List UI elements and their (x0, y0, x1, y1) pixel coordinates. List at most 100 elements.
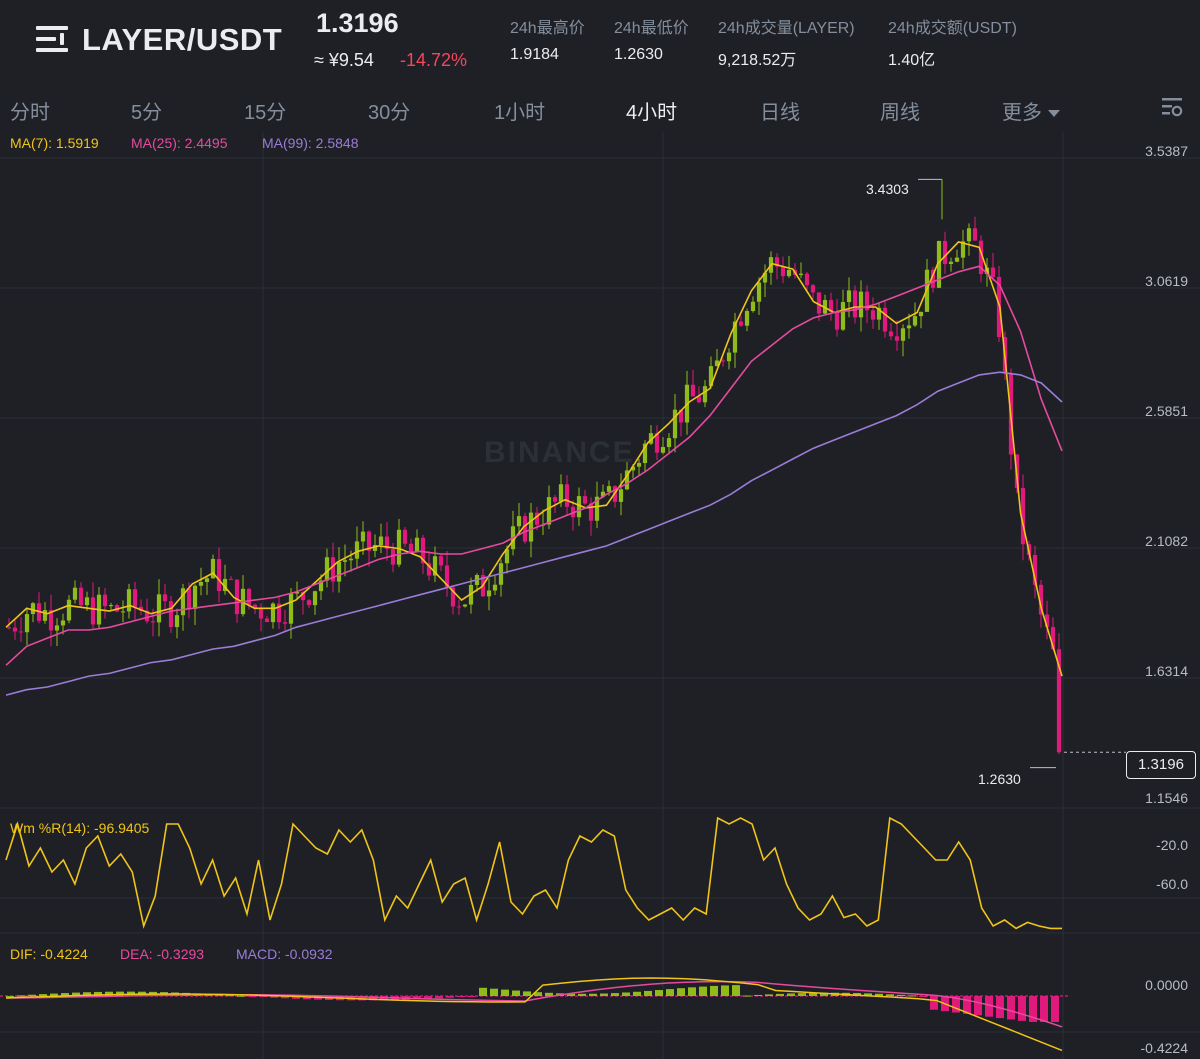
tab-5m[interactable]: 5分 (131, 102, 163, 124)
candle-body (162, 594, 168, 602)
macd-histogram-bar (919, 996, 927, 997)
candle-body (594, 496, 600, 521)
candle-body (282, 622, 288, 624)
candle-body (834, 311, 840, 330)
stat-24h-turnover: 24h成交额(USDT) 1.40亿 (888, 14, 1017, 70)
candle-body (102, 594, 108, 607)
macd-histogram-bar (457, 996, 465, 998)
candle-body (42, 610, 48, 621)
candle-body (402, 529, 408, 544)
candle-body (192, 585, 198, 609)
macd-histogram-bar (930, 996, 938, 1010)
macd-histogram-bar (721, 985, 729, 996)
candle-body (312, 591, 318, 606)
price-axis-label: 3.5387 (1145, 143, 1188, 159)
candle-body (306, 600, 312, 606)
macd-histogram-bar (281, 996, 289, 999)
macd-value-legend: MACD: -0.0932 (236, 946, 333, 962)
wr-legend: Wm %R(14): -96.9405 (10, 820, 150, 836)
chevron-down-icon (1048, 110, 1060, 118)
tab-15m[interactable]: 15分 (244, 102, 287, 124)
tab-1d[interactable]: 日线 (760, 102, 800, 124)
candle-body (624, 470, 630, 490)
macd-histogram-bar (875, 993, 883, 996)
candle-body (66, 599, 72, 621)
tab-1h[interactable]: 1小时 (494, 102, 546, 124)
candle-body (318, 580, 324, 592)
candle-body (600, 491, 606, 497)
candle-body (576, 496, 582, 518)
candle-body (828, 299, 834, 312)
candle-body (444, 565, 450, 588)
macd-histogram-bar (523, 991, 531, 996)
menu-icon[interactable] (36, 26, 68, 52)
macd-histogram-bar (578, 993, 586, 996)
candle-body (690, 384, 696, 397)
candle-body (858, 291, 864, 318)
candle-body (738, 321, 744, 326)
candle-body (186, 588, 192, 609)
change-percent: -14.72% (400, 50, 468, 70)
tab-more-label: 更多 (1002, 102, 1042, 124)
candle-body (732, 321, 738, 353)
candle-body (972, 228, 978, 241)
candle-body (144, 610, 150, 622)
macd-histogram-bar (688, 987, 696, 996)
kline-chart[interactable] (0, 132, 1200, 1059)
tab-4h[interactable]: 4小时 (626, 102, 678, 124)
tab-time-share[interactable]: 分时 (10, 102, 50, 124)
candle-body (174, 615, 180, 628)
ma99-line (5, 371, 1063, 696)
candle-body (774, 257, 780, 267)
candle-body (654, 433, 660, 453)
candle-body (126, 589, 132, 612)
macd-histogram-bar (83, 992, 91, 996)
candle-body (378, 536, 384, 545)
macd-histogram-bar (754, 994, 762, 996)
macd-histogram-bar (677, 988, 685, 996)
macd-histogram-bar (413, 996, 421, 1000)
candle-body (534, 512, 540, 525)
candle-body (300, 591, 306, 601)
price-axis-label: 1.1546 (1145, 790, 1188, 806)
candle-body (708, 366, 714, 387)
candle-body (642, 443, 648, 464)
macd-histogram-bar (996, 996, 1004, 1019)
macd-histogram-bar (600, 993, 608, 996)
candle-body (840, 302, 846, 330)
candle-body (324, 557, 330, 581)
macd-histogram-bar (534, 992, 542, 996)
wr-axis-label: -60.0 (1156, 876, 1188, 892)
candle-body (894, 336, 900, 341)
candle-body (228, 578, 234, 580)
candle-body (636, 463, 642, 467)
chart-settings-icon[interactable] (1160, 96, 1184, 118)
candle-body (948, 261, 954, 264)
macd-histogram-bar (226, 995, 234, 997)
macd-histogram-bar (567, 993, 575, 996)
candle-body (48, 610, 54, 631)
candle-body (222, 578, 228, 592)
candle-body (450, 587, 456, 607)
macd-histogram-bar (28, 994, 36, 996)
candle-body (54, 625, 60, 631)
candle-body (588, 503, 594, 521)
candle-body (78, 587, 84, 606)
candle-body (138, 606, 144, 611)
macd-histogram-bar (479, 987, 487, 996)
tab-1w[interactable]: 周线 (880, 102, 920, 124)
candle-body (990, 267, 996, 277)
tab-30m[interactable]: 30分 (368, 102, 411, 124)
candle-body (336, 561, 342, 582)
candle-body (234, 579, 240, 615)
candle-body (204, 578, 210, 582)
macd-histogram-bar (644, 990, 652, 996)
pair-title[interactable]: LAYER/USDT (82, 22, 283, 57)
candle-body (12, 627, 18, 632)
candle-body (870, 310, 876, 320)
candle-body (786, 269, 792, 277)
candle-body (558, 484, 564, 502)
stat-label: 24h最高价 (510, 20, 585, 37)
candle-body (60, 620, 66, 626)
tab-more[interactable]: 更多 (1002, 96, 1060, 125)
